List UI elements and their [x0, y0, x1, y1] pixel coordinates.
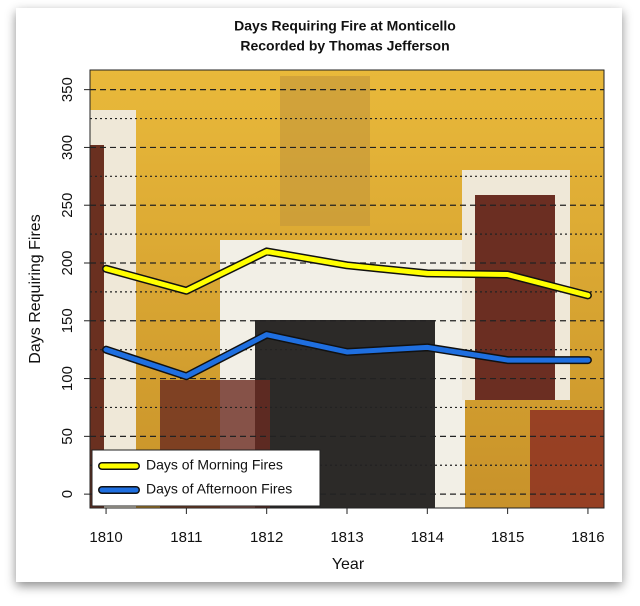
legend-box: [91, 449, 321, 507]
y-tick-label: 0: [59, 490, 76, 498]
legend-label: Days of Afternoon Fires: [146, 481, 292, 497]
x-tick-label: 1811: [170, 529, 202, 546]
x-tick-label: 1816: [571, 529, 604, 546]
y-tick-label: 150: [59, 308, 76, 333]
x-tick-label: 1813: [330, 529, 363, 546]
x-tick-label: 1815: [491, 529, 524, 546]
x-axis-label: Year: [332, 556, 365, 573]
background-photo: [90, 70, 604, 508]
legend-label: Days of Morning Fires: [146, 457, 283, 473]
y-tick-label: 50: [59, 428, 76, 445]
x-tick-label: 1810: [89, 529, 122, 546]
y-tick-label: 300: [59, 135, 76, 160]
y-tick-label: 250: [59, 193, 76, 218]
chart-title: Days Requiring Fire at Monticello: [234, 18, 456, 34]
x-tick-label: 1814: [411, 529, 444, 546]
chart-subtitle: Recorded by Thomas Jefferson: [240, 38, 449, 54]
x-tick-label: 1812: [250, 529, 283, 546]
y-axis-label: Days Requiring Fires: [27, 214, 44, 363]
y-tick-label: 200: [59, 250, 76, 275]
y-tick-label: 100: [59, 366, 76, 391]
y-tick-label: 350: [59, 77, 76, 102]
series-line: [103, 332, 591, 379]
series-line: [103, 248, 591, 298]
